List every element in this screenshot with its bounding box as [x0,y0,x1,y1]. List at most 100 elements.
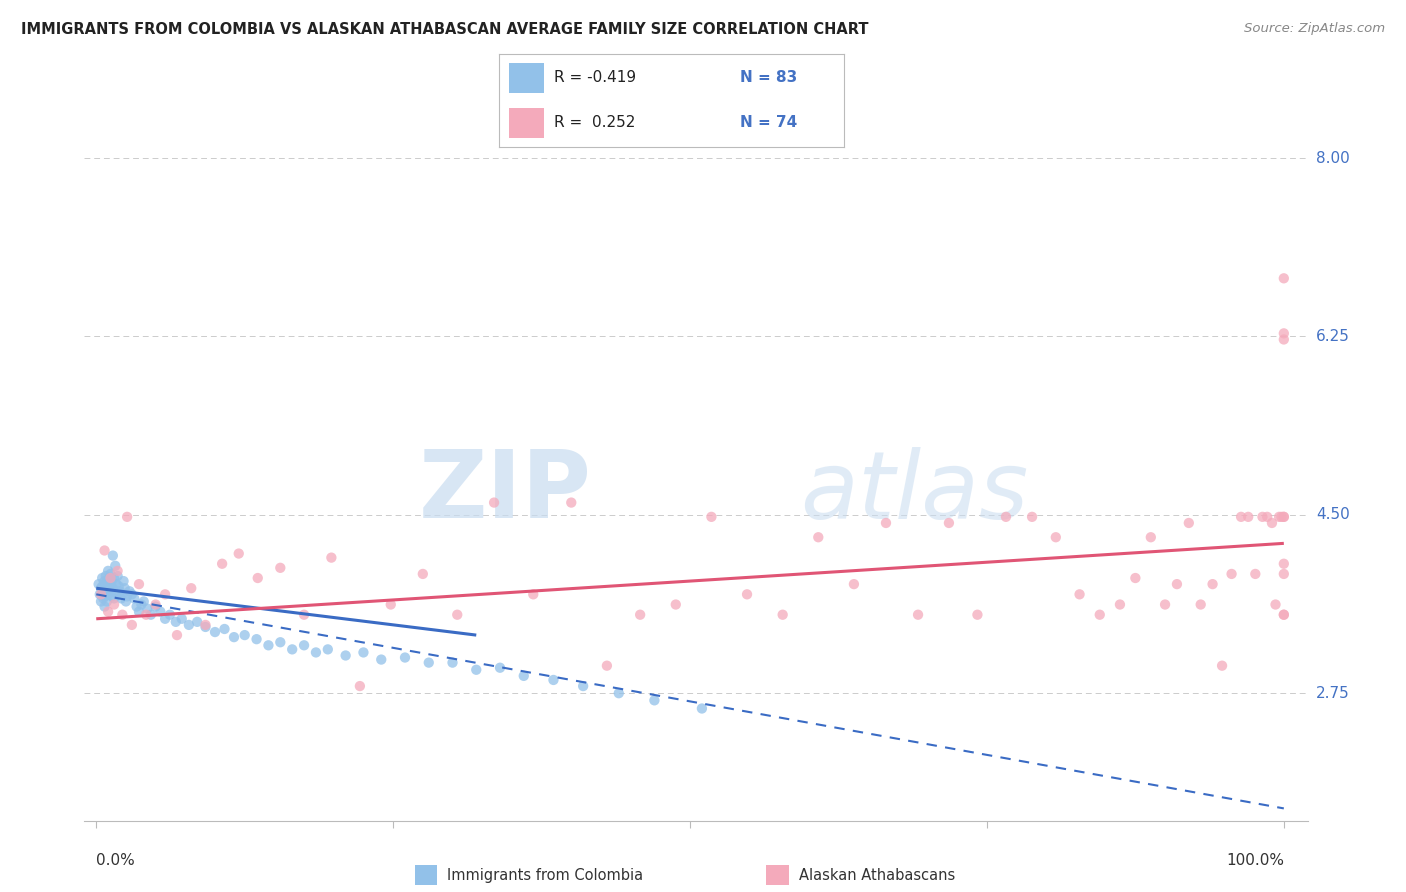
Point [1021,509,1043,524]
Point [349,679,371,693]
Point [690,701,713,715]
Point [380,598,402,612]
Point [245,632,267,647]
Point [107,587,129,601]
Point [108,584,131,599]
Point [418,656,440,670]
Point [1109,598,1132,612]
Point [1268,509,1291,524]
Point [1189,598,1212,612]
Text: 6.25: 6.25 [1316,329,1350,344]
Text: Alaskan Athabascans: Alaskan Athabascans [799,868,955,882]
Point [1272,271,1295,285]
Point [543,673,565,687]
Point [772,607,794,622]
Point [115,509,138,524]
Point [560,495,582,509]
Point [269,635,291,649]
Text: Immigrants from Colombia: Immigrants from Colombia [447,868,643,882]
Point [735,587,758,601]
Point [966,607,988,622]
Point [96,584,118,599]
Point [1154,598,1177,612]
Point [513,669,536,683]
Point [165,615,187,629]
Point [118,584,141,599]
Point [111,587,134,601]
Point [321,550,343,565]
Point [132,594,155,608]
Point [938,516,960,530]
Point [370,652,392,666]
Point [166,628,188,642]
Point [170,612,193,626]
Point [122,591,145,606]
Point [596,658,619,673]
Point [269,561,291,575]
Point [1140,530,1163,544]
Point [257,638,280,652]
Point [114,581,136,595]
Text: 100.0%: 100.0% [1226,853,1284,868]
Point [96,594,118,608]
Point [1264,598,1286,612]
Point [107,579,129,593]
Point [222,630,245,644]
Point [91,579,114,593]
Point [107,564,129,578]
Point [98,571,121,585]
Point [522,587,544,601]
Point [211,557,233,571]
Point [1244,566,1267,581]
Point [875,516,897,530]
Point [441,656,464,670]
Point [807,530,830,544]
Point [228,547,250,561]
Point [135,607,157,622]
Point [101,549,124,563]
Point [90,587,112,601]
Point [700,509,723,524]
Text: 8.00: 8.00 [1316,151,1350,166]
Point [89,587,111,601]
Point [101,581,124,595]
Point [1272,326,1295,341]
Point [90,581,112,595]
Point [665,598,688,612]
Point [139,607,162,622]
Point [1270,509,1292,524]
Point [907,607,929,622]
Point [153,612,176,626]
Text: 2.75: 2.75 [1316,686,1350,701]
Point [104,558,127,573]
Point [305,645,328,659]
Point [1272,607,1295,622]
Point [186,615,208,629]
Point [1272,509,1295,524]
Text: R =  0.252: R = 0.252 [554,115,636,130]
Point [292,607,315,622]
Point [111,607,134,622]
Point [97,605,120,619]
Point [103,571,125,585]
Point [412,566,434,581]
Point [145,599,167,614]
Point [194,618,217,632]
Text: R = -0.419: R = -0.419 [554,70,637,86]
Point [94,577,117,591]
Point [93,543,115,558]
Point [1237,509,1260,524]
Bar [509,108,544,138]
Text: atlas: atlas [800,447,1028,538]
Point [128,577,150,591]
Point [159,607,181,622]
Point [128,605,150,619]
Text: N = 74: N = 74 [741,115,797,130]
Text: ZIP: ZIP [419,446,592,539]
Point [93,590,115,604]
Point [233,628,256,642]
Point [97,587,120,601]
Point [1178,516,1201,530]
Point [100,579,122,593]
Point [194,620,217,634]
